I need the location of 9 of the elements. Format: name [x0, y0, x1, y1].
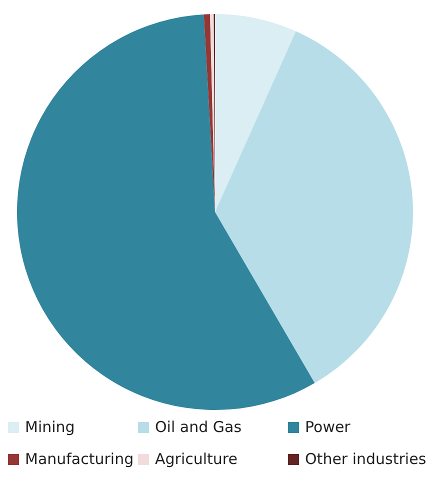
pie-slice	[17, 14, 315, 410]
pie-slice	[215, 31, 413, 384]
pie-slice	[215, 14, 296, 212]
legend-label: Manufacturing	[25, 450, 134, 468]
legend-label: Other industries	[305, 450, 426, 468]
legend-label: Power	[305, 418, 350, 436]
legend-label: Mining	[25, 418, 75, 436]
legend-label: Agriculture	[155, 450, 238, 468]
legend-label: Oil and Gas	[155, 418, 242, 436]
